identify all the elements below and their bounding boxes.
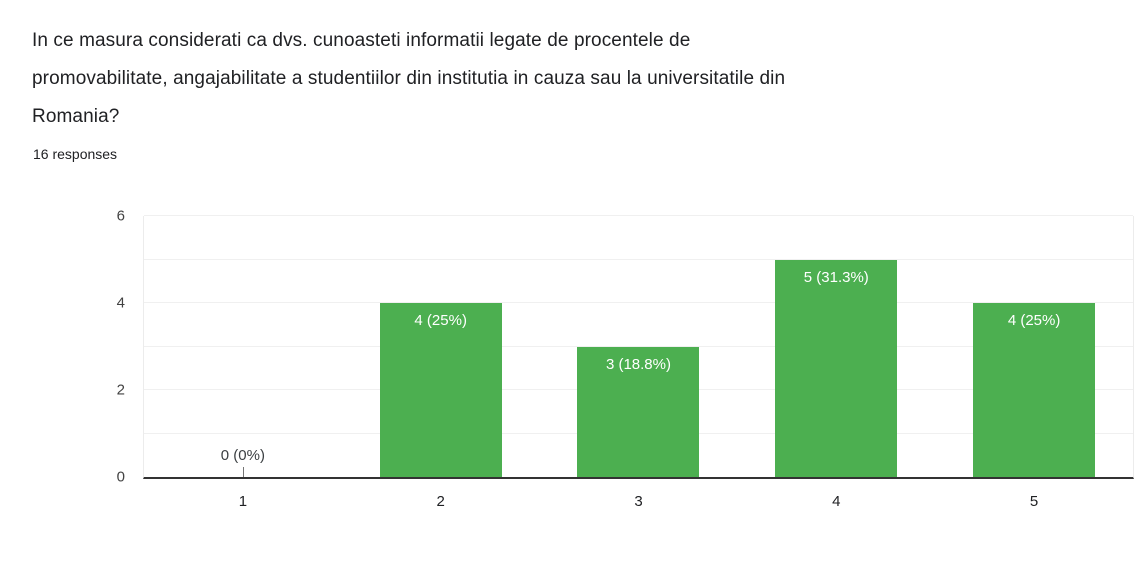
question-title-line: In ce masura considerati ca dvs. cunoast… bbox=[32, 30, 691, 51]
y-tick-label: 4 bbox=[116, 294, 125, 312]
bar-value-label: 4 (25%) bbox=[1007, 312, 1061, 329]
x-tick-label: 4 bbox=[832, 493, 841, 510]
bar-column-5: 4 (25%) bbox=[935, 216, 1133, 477]
plot-area: 0 2 4 6 0 (0%) 1 4 (25%) 2 3 (18.8%) 3 5 (31.3%) 4 4… bbox=[117, 209, 1133, 510]
bar-column-2: 4 (25%) bbox=[342, 216, 540, 477]
y-tick-label: 0 bbox=[116, 468, 125, 486]
x-tick-label: 3 bbox=[634, 493, 643, 510]
y-tick-label: 2 bbox=[116, 381, 125, 399]
x-tick-label: 5 bbox=[1029, 493, 1039, 510]
bar-4[interactable]: 5 (31.3%) bbox=[775, 259, 898, 477]
bar-3[interactable]: 3 (18.8%) bbox=[577, 346, 700, 477]
bar-chart: 0 2 4 6 0 (0%) 1 4 (25%) 2 3 (18.8%) 3 5 (31.3%) 4 4… bbox=[117, 209, 1134, 510]
bar-column-4: 5 (31.3%) bbox=[737, 216, 935, 477]
bar-5[interactable]: 4 (25%) bbox=[973, 303, 1096, 477]
bar-column-3: 3 (18.8%) bbox=[540, 216, 738, 477]
question-title-line: Romania? bbox=[32, 106, 120, 127]
zero-leader-line bbox=[242, 467, 244, 477]
question-title: In ce masura considerati ca dvs. cunoast… bbox=[32, 22, 1112, 136]
responses-count: 16 responses bbox=[33, 146, 118, 162]
gridline bbox=[144, 215, 1133, 216]
bar-value-label: 4 (25%) bbox=[414, 312, 467, 329]
gridline bbox=[144, 345, 1133, 347]
bar-value-label: 5 (31.3%) bbox=[803, 268, 869, 286]
bar-value-label: 3 (18.8%) bbox=[605, 355, 671, 373]
y-tick-label: 6 bbox=[116, 207, 125, 225]
question-title-line: promovabilitate, angajabilitate a studen… bbox=[32, 68, 786, 89]
zero-value-label: 0 (0%) bbox=[220, 447, 265, 464]
bar-2[interactable]: 4 (25%) bbox=[379, 303, 502, 477]
bar-column-1: 0 (0%) bbox=[144, 216, 342, 477]
gridline bbox=[144, 258, 1133, 260]
gridline bbox=[144, 302, 1133, 303]
x-tick-label: 2 bbox=[436, 493, 445, 510]
x-tick-label: 1 bbox=[238, 493, 248, 510]
